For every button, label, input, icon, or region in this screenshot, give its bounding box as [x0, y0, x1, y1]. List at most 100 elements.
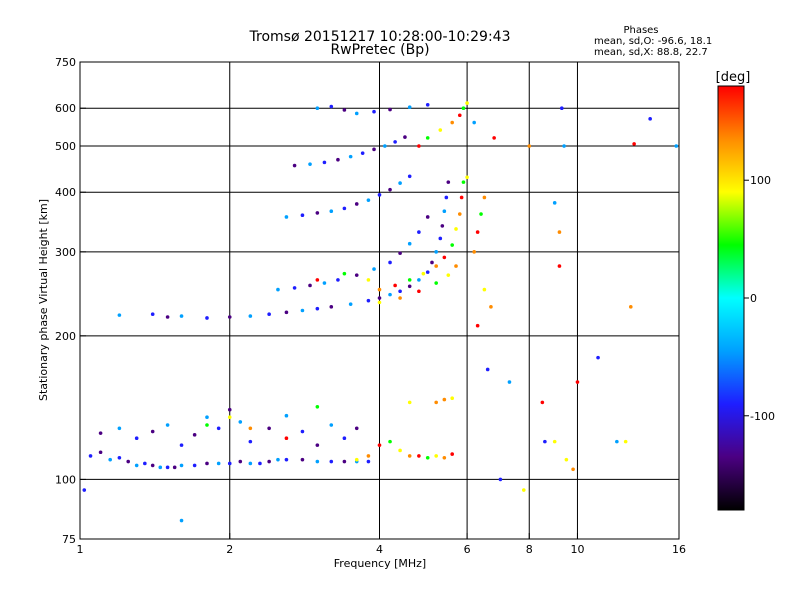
- data-point: [450, 120, 454, 125]
- y-tick-label: 100: [55, 473, 76, 486]
- data-point: [434, 264, 438, 268]
- data-point: [407, 454, 412, 458]
- data-point: [117, 313, 122, 317]
- data-point: [372, 109, 376, 114]
- gridlines: [80, 62, 679, 539]
- data-point: [446, 180, 451, 184]
- data-point: [366, 298, 371, 303]
- data-point: [393, 283, 397, 288]
- data-point: [454, 227, 458, 231]
- data-point: [336, 278, 340, 282]
- data-point: [388, 439, 392, 444]
- data-point: [276, 287, 280, 292]
- data-point: [117, 455, 122, 460]
- data-point: [150, 312, 155, 316]
- x-tick-label: 16: [672, 543, 686, 556]
- data-point: [179, 463, 184, 468]
- data-point: [315, 443, 320, 447]
- data-point: [575, 380, 580, 384]
- data-point: [465, 175, 469, 180]
- data-point: [632, 142, 636, 146]
- x-axis-label: Frequency [MHz]: [334, 557, 426, 570]
- x-tick-label: 2: [226, 543, 233, 556]
- data-point: [300, 308, 305, 313]
- data-point: [465, 101, 469, 105]
- colorbar-tick-label: -100: [750, 410, 775, 423]
- data-point: [126, 459, 131, 464]
- data-point: [192, 433, 197, 437]
- data-point: [348, 302, 353, 306]
- data-point: [227, 415, 232, 420]
- data-point: [407, 174, 412, 179]
- data-point: [425, 270, 430, 274]
- data-point: [434, 454, 438, 458]
- data-point: [648, 117, 652, 121]
- data-point: [238, 459, 243, 464]
- data-point: [559, 106, 564, 111]
- data-point: [498, 477, 503, 482]
- data-point: [596, 355, 600, 360]
- data-point: [450, 452, 454, 456]
- data-point: [267, 426, 271, 431]
- y-tick-label: 750: [55, 56, 76, 69]
- data-point: [315, 278, 320, 282]
- data-point: [342, 108, 347, 112]
- data-point: [425, 136, 430, 140]
- data-point: [179, 314, 184, 318]
- data-point: [150, 463, 155, 468]
- data-point: [403, 135, 407, 139]
- data-point: [674, 144, 679, 148]
- data-point: [425, 215, 430, 219]
- data-point: [276, 457, 280, 462]
- colorbar-ticks: 100 0 -100: [744, 174, 775, 423]
- data-point: [472, 250, 476, 254]
- data-point: [489, 305, 493, 309]
- data-point: [407, 400, 412, 405]
- data-point: [284, 436, 289, 441]
- data-point: [308, 283, 312, 288]
- data-point: [315, 306, 320, 311]
- data-point: [300, 213, 305, 218]
- data-point: [342, 436, 347, 441]
- data-point: [442, 397, 447, 402]
- data-point: [434, 281, 438, 285]
- data-point: [398, 289, 402, 294]
- data-point: [360, 151, 365, 155]
- data-point: [165, 423, 170, 427]
- data-point: [417, 230, 421, 234]
- stats-line-x: mean, sd,X: 88.8, 22.7: [594, 47, 708, 58]
- data-point: [284, 215, 289, 219]
- data-point: [143, 461, 147, 466]
- data-point: [442, 209, 447, 213]
- data-point: [354, 202, 359, 206]
- data-point: [329, 209, 334, 213]
- data-point: [434, 250, 438, 254]
- data-point: [372, 147, 376, 152]
- data-point: [342, 271, 347, 276]
- data-point: [284, 310, 289, 315]
- data-point: [366, 454, 371, 458]
- data-point: [440, 224, 445, 228]
- data-point: [377, 443, 382, 447]
- data-point: [407, 278, 412, 282]
- data-point: [482, 195, 487, 200]
- data-point: [623, 439, 628, 444]
- data-point: [564, 457, 569, 462]
- data-point: [329, 423, 334, 427]
- data-point: [540, 400, 545, 405]
- data-point: [450, 243, 454, 247]
- data-point: [88, 454, 93, 458]
- data-point: [628, 305, 633, 309]
- data-point: [430, 260, 434, 265]
- data-point: [557, 230, 562, 234]
- data-point: [377, 296, 382, 300]
- data-point: [485, 367, 490, 372]
- data-point: [258, 461, 262, 466]
- data-point: [557, 264, 562, 268]
- data-point: [315, 459, 320, 464]
- data-point: [407, 284, 412, 289]
- data-point: [377, 193, 382, 197]
- data-point: [461, 106, 466, 111]
- colorbar-tick-label: 0: [750, 292, 757, 305]
- data-point: [205, 415, 209, 420]
